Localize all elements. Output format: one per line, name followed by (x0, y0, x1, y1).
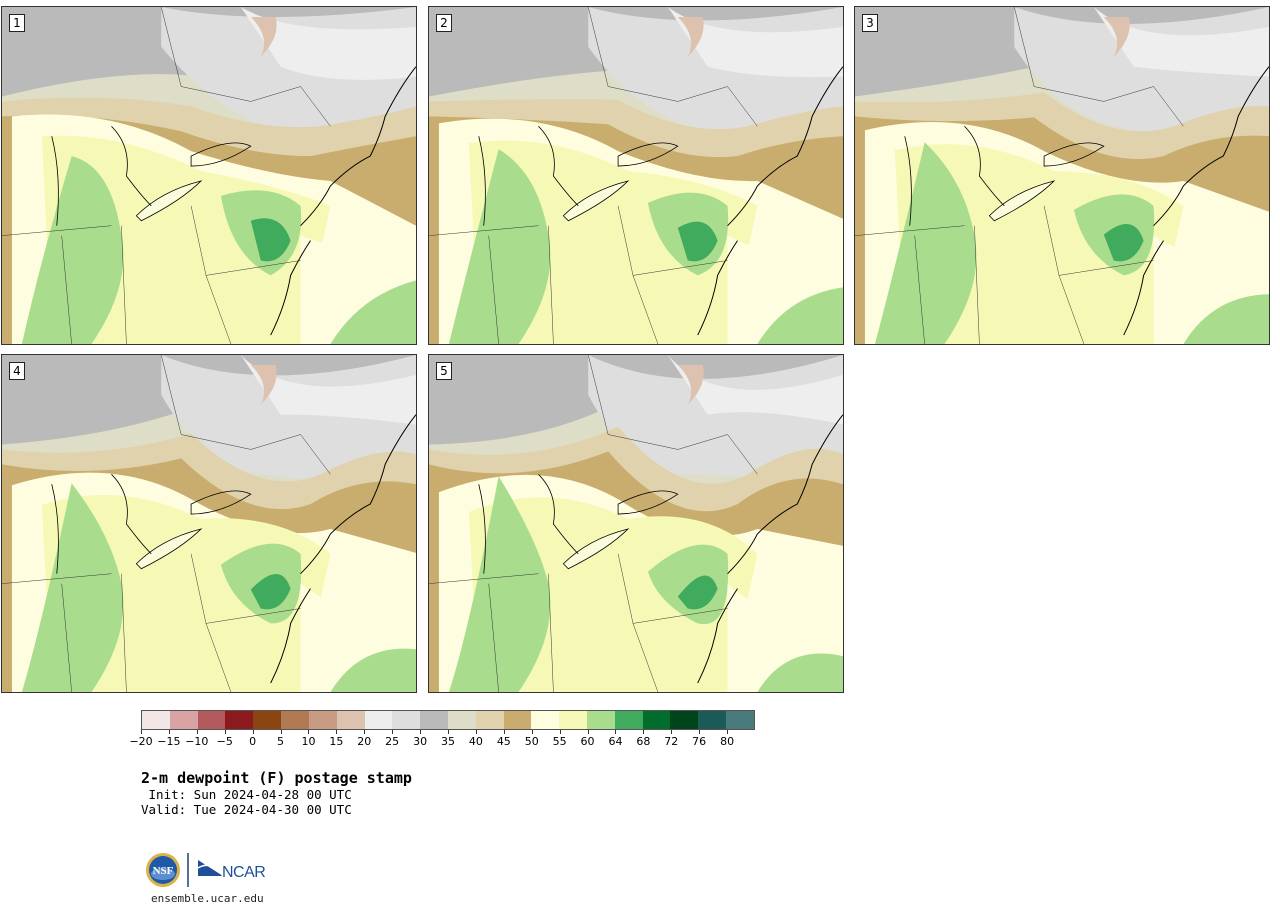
colorbar-tick (224, 730, 226, 734)
panel-number: 3 (862, 14, 878, 32)
logos: NSF NCAR (145, 850, 275, 890)
colorbar (141, 710, 755, 730)
dewpoint-map (855, 7, 1269, 344)
colorbar-tick-label: 68 (636, 735, 651, 748)
colorbar-tick-label: 50 (524, 735, 539, 748)
colorbar-tick-label: 0 (249, 735, 257, 748)
dewpoint-map (2, 355, 416, 692)
colorbar-tick (420, 730, 422, 734)
colorbar-tick (531, 730, 533, 734)
chart-title: 2-m dewpoint (F) postage stamp (141, 769, 412, 787)
colorbar-swatch (169, 711, 198, 729)
colorbar-swatch (336, 711, 365, 729)
colorbar-tick (475, 730, 477, 734)
panel-number: 4 (9, 362, 25, 380)
colorbar-swatch (698, 711, 727, 729)
colorbar-tick-label: 72 (664, 735, 679, 748)
colorbar-tick (308, 730, 310, 734)
colorbar-tick (671, 730, 673, 734)
colorbar-swatch (559, 711, 587, 729)
colorbar-swatch (587, 711, 615, 729)
colorbar-ticks: −20 −15 −10 −5 0 5 10 15 20 25 30 35 40 45 50 55 60 64 68 7… (129, 730, 755, 750)
colorbar-tick-label: 76 (692, 735, 707, 748)
colorbar-swatch (281, 711, 309, 729)
colorbar-tick-label: 80 (720, 735, 735, 748)
colorbar-swatch (670, 711, 699, 729)
colorbar-tick (196, 730, 198, 734)
colorbar-swatch (392, 711, 421, 729)
colorbar-tick-label: 10 (301, 735, 316, 748)
dewpoint-map (2, 7, 416, 344)
colorbar-tick (699, 730, 701, 734)
map-panel-5: 5 (428, 354, 844, 693)
colorbar-tick (168, 730, 170, 734)
colorbar-tick-label: −5 (216, 735, 233, 748)
colorbar-tick-label: 55 (552, 735, 567, 748)
map-panel-2: 2 (428, 6, 844, 345)
colorbar-tick (392, 730, 394, 734)
map-panel-4: 4 (1, 354, 417, 693)
map-panel-1: 1 (1, 6, 417, 345)
colorbar-tick (364, 730, 366, 734)
colorbar-swatch (447, 711, 476, 729)
colorbar-swatch (364, 711, 393, 729)
colorbar-tick-label: 60 (580, 735, 595, 748)
colorbar-tick-label: 5 (277, 735, 285, 748)
colorbar-swatch (225, 711, 254, 729)
colorbar-tick (280, 730, 282, 734)
colorbar-tick (448, 730, 449, 734)
valid-time: Valid: Tue 2024-04-30 00 UTC (141, 802, 352, 817)
colorbar-tick-label: −15 (157, 735, 181, 748)
colorbar-tick (141, 730, 142, 734)
colorbar-swatch (475, 711, 504, 729)
colorbar-tick (727, 730, 729, 734)
website-url: ensemble.ucar.edu (151, 892, 264, 905)
colorbar-tick (503, 730, 505, 734)
colorbar-tick-label: 20 (357, 735, 372, 748)
colorbar-swatch (308, 711, 337, 729)
colorbar-tick (336, 730, 338, 734)
panel-number: 1 (9, 14, 25, 32)
ncar-logo-icon: NCAR (197, 860, 266, 881)
map-panel-3: 3 (854, 6, 1270, 345)
init-time: Init: Sun 2024-04-28 00 UTC (141, 787, 352, 802)
colorbar-swatch (503, 711, 532, 729)
colorbar-tick (587, 730, 589, 734)
panel-number: 2 (436, 14, 452, 32)
colorbar-tick-label: −20 (129, 735, 153, 748)
colorbar-swatch (726, 711, 754, 729)
colorbar-tick-label: 35 (441, 735, 455, 748)
nsf-logo-icon: NSF (146, 853, 180, 887)
colorbar-swatch (197, 711, 226, 729)
colorbar-tick-label: 64 (608, 735, 623, 748)
dewpoint-map (429, 7, 843, 344)
colorbar-tick-label: 30 (413, 735, 428, 748)
colorbar-swatch (253, 711, 282, 729)
colorbar-tick-label: 15 (329, 735, 344, 748)
colorbar-tick (252, 730, 254, 734)
dewpoint-map (429, 355, 843, 692)
colorbar-swatch (614, 711, 643, 729)
colorbar-swatch (531, 711, 560, 729)
colorbar-tick-label: 25 (385, 735, 400, 748)
colorbar-tick (559, 730, 561, 734)
colorbar-tick-label: −10 (185, 735, 209, 748)
colorbar-tick (615, 730, 617, 734)
svg-text:NSF: NSF (153, 865, 174, 877)
colorbar-tick-label: 40 (468, 735, 483, 748)
colorbar-swatch (142, 711, 170, 729)
colorbar-swatch (420, 711, 448, 729)
svg-text:NCAR: NCAR (222, 864, 265, 881)
colorbar-tick-label: 45 (496, 735, 511, 748)
colorbar-swatch (642, 711, 671, 729)
colorbar-tick (643, 730, 645, 734)
panel-number: 5 (436, 362, 452, 380)
